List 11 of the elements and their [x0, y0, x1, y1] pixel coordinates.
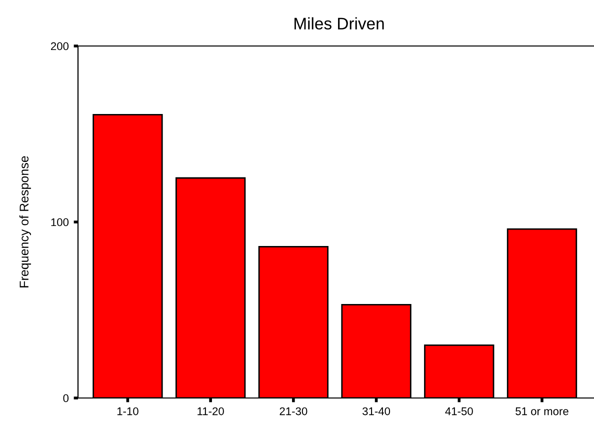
x-tick-label: 11-20: [198, 407, 224, 416]
y-axis-title: Frequency of Response: [19, 156, 31, 288]
x-tick-label: 1-10: [117, 407, 138, 416]
chart-title: Miles Driven: [294, 17, 384, 30]
y-tick-label: 200: [50, 42, 69, 50]
x-tick-label: 41-50: [445, 407, 473, 416]
y-tick-label: 100: [51, 218, 69, 226]
y-tick-label: 0: [63, 394, 69, 402]
x-tick-label: 31-40: [362, 407, 390, 416]
x-tick-label: 51 or more: [516, 407, 568, 416]
x-tick-label: 21-30: [280, 407, 308, 416]
